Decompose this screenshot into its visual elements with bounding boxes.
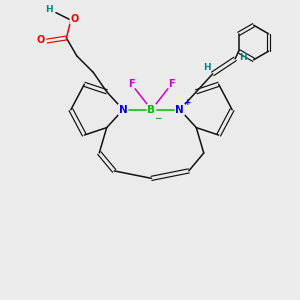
Text: H: H — [46, 5, 53, 14]
Text: O: O — [36, 34, 44, 44]
Text: F: F — [128, 79, 135, 89]
Text: H: H — [239, 53, 246, 62]
Text: B: B — [148, 105, 155, 115]
Text: O: O — [70, 14, 79, 24]
Text: −: − — [154, 113, 162, 122]
Text: F: F — [168, 79, 175, 89]
Text: N: N — [119, 105, 128, 115]
Text: N: N — [176, 105, 184, 115]
Text: H: H — [203, 63, 211, 72]
Text: +: + — [184, 98, 192, 107]
